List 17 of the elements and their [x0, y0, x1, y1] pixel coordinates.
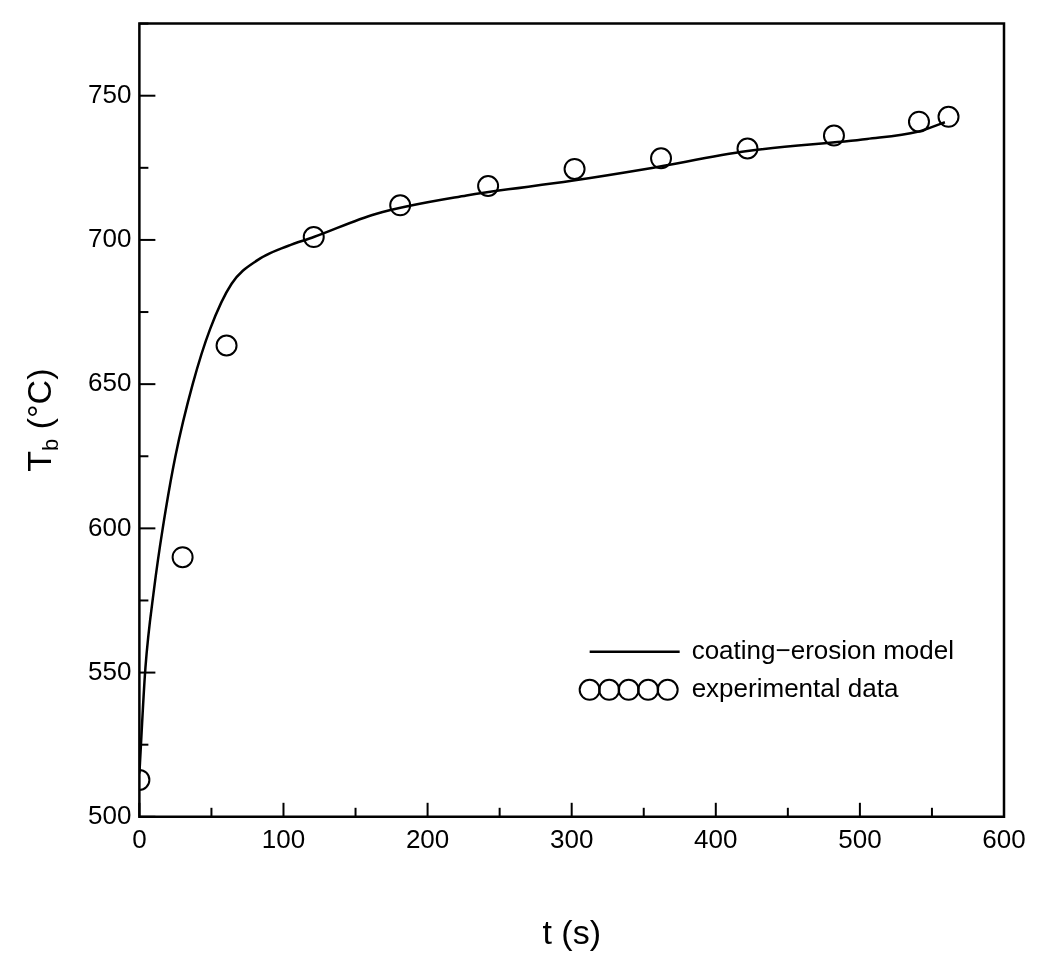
- x-tick-label: 100: [261, 823, 306, 854]
- x-tick-label: 600: [982, 823, 1026, 854]
- x-axis-title: t (s): [542, 913, 601, 952]
- x-tick-label: 300: [549, 823, 594, 854]
- y-axis-title: Tb (°C): [20, 368, 64, 472]
- legend-label: coating−erosion model: [691, 634, 955, 665]
- y-tick-label: 500: [87, 799, 132, 830]
- x-tick-label: 200: [405, 823, 450, 854]
- legend-label: experimental data: [691, 672, 899, 703]
- x-tick-label: 500: [838, 823, 882, 854]
- y-tick-label: 700: [87, 223, 132, 254]
- y-tick-label: 550: [87, 655, 132, 686]
- y-tick-label: 750: [87, 78, 132, 109]
- y-tick-label: 650: [87, 367, 132, 398]
- x-tick-label: 400: [694, 823, 738, 854]
- x-tick-label: 0: [132, 823, 147, 854]
- y-tick-label: 600: [87, 511, 132, 542]
